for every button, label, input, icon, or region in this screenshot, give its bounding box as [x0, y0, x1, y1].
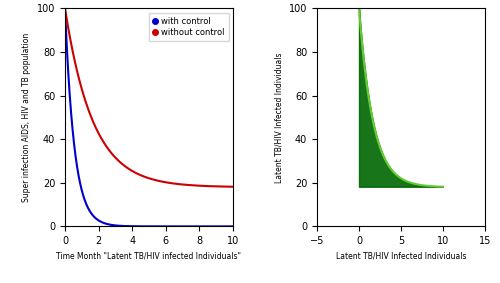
Legend: with control, without control: with control, without control — [148, 13, 229, 42]
X-axis label: Latent TB/HIV Infected Individuals: Latent TB/HIV Infected Individuals — [336, 252, 466, 261]
Y-axis label: Super infection AIDS, HIV and TB population: Super infection AIDS, HIV and TB populat… — [22, 33, 32, 202]
Y-axis label: Latent TB/HIV Infected Individuals: Latent TB/HIV Infected Individuals — [274, 52, 283, 183]
X-axis label: Time Month "Latent TB/HIV infected Individuals": Time Month "Latent TB/HIV infected Indiv… — [56, 252, 242, 261]
